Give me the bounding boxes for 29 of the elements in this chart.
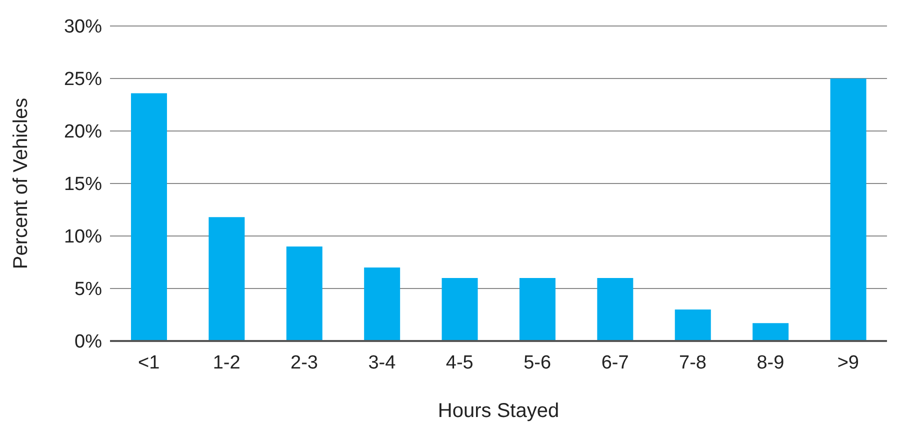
y-tick-label: 25% xyxy=(64,69,102,90)
x-tick-label: 4-5 xyxy=(446,352,474,374)
x-tick-label: 5-6 xyxy=(524,352,552,374)
bar xyxy=(286,246,322,341)
y-tick-label: 30% xyxy=(64,16,102,38)
y-tick-label: 15% xyxy=(64,174,102,196)
y-axis-title: Percent of Vehicles xyxy=(10,98,32,270)
bar xyxy=(208,217,245,341)
x-tick-label: 8-9 xyxy=(756,352,784,374)
bar xyxy=(364,268,400,341)
bar xyxy=(830,78,866,341)
bar xyxy=(519,278,556,341)
y-tick-label: 0% xyxy=(74,332,102,353)
bar xyxy=(442,278,478,341)
bar xyxy=(674,310,711,341)
x-tick-label: <1 xyxy=(138,352,160,374)
x-axis-title: Hours Stayed xyxy=(438,400,560,422)
bar xyxy=(130,93,167,341)
x-tick-label: 6-7 xyxy=(601,352,629,374)
x-tick-label: 7-8 xyxy=(679,352,706,374)
x-tick-label: >9 xyxy=(837,352,859,374)
x-tick-label: 2-3 xyxy=(290,352,318,374)
y-tick-label: 5% xyxy=(74,279,102,300)
y-tick-label: 10% xyxy=(64,226,102,248)
x-tick-label: 1-2 xyxy=(212,352,240,374)
bar xyxy=(597,278,634,341)
bar xyxy=(752,323,789,341)
x-tick-label: 3-4 xyxy=(368,352,396,374)
y-tick-label: 20% xyxy=(64,122,102,143)
